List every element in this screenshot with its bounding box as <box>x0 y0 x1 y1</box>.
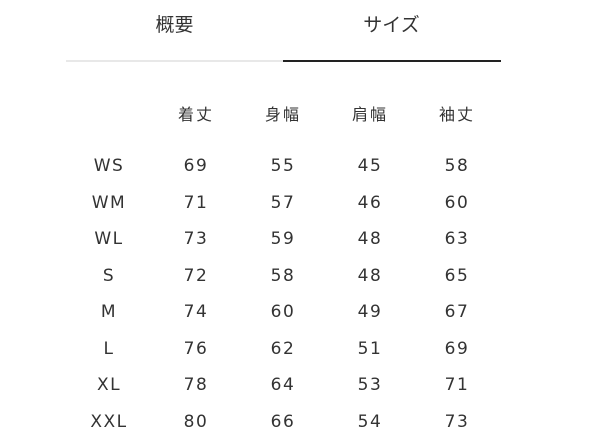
column-header: 袖丈 <box>438 105 475 124</box>
table-cell: 54 <box>357 412 383 432</box>
column-header: 肩幅 <box>351 105 388 124</box>
table-cell: 71 <box>183 193 209 213</box>
size-label: WS <box>93 156 125 176</box>
size-label: S <box>102 266 116 286</box>
table-cell: 76 <box>183 339 209 359</box>
table-cell: 46 <box>357 193 383 213</box>
size-label: M <box>100 302 118 322</box>
column-header: 着丈 <box>177 105 214 124</box>
table-cell: 60 <box>444 193 470 213</box>
table-cell: 57 <box>270 193 296 213</box>
table-cell: 73 <box>183 229 209 249</box>
size-label: XL <box>96 375 122 395</box>
table-cell: 73 <box>444 412 470 432</box>
table-cell: 58 <box>444 156 470 176</box>
active-tab-indicator <box>283 60 501 62</box>
table-cell: 51 <box>357 339 383 359</box>
table-cell: 45 <box>357 156 383 176</box>
table-cell: 80 <box>183 412 209 432</box>
table-cell: 58 <box>270 266 296 286</box>
size-label: WL <box>94 229 124 249</box>
table-cell: 55 <box>270 156 296 176</box>
table-cell: 78 <box>183 375 209 395</box>
size-label: WM <box>91 193 127 213</box>
table-cell: 60 <box>270 302 296 322</box>
table-cell: 72 <box>183 266 209 286</box>
table-cell: 48 <box>357 266 383 286</box>
table-cell: 49 <box>357 302 383 322</box>
table-cell: 59 <box>270 229 296 249</box>
size-label: L <box>103 339 115 359</box>
table-cell: 63 <box>444 229 470 249</box>
table-cell: 53 <box>357 375 383 395</box>
table-cell: 67 <box>444 302 470 322</box>
table-cell: 69 <box>444 339 470 359</box>
table-cell: 66 <box>270 412 296 432</box>
table-cell: 71 <box>444 375 470 395</box>
size-label: XXL <box>90 412 128 432</box>
table-cell: 74 <box>183 302 209 322</box>
tab-overview[interactable]: 概要 <box>155 14 194 36</box>
table-cell: 65 <box>444 266 470 286</box>
table-cell: 62 <box>270 339 296 359</box>
tab-underline <box>66 60 283 62</box>
table-cell: 69 <box>183 156 209 176</box>
column-header: 身幅 <box>264 105 301 124</box>
table-cell: 64 <box>270 375 296 395</box>
table-cell: 48 <box>357 229 383 249</box>
tab-size[interactable]: サイズ <box>363 14 420 36</box>
